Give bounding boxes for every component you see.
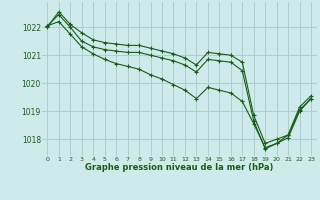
X-axis label: Graphe pression niveau de la mer (hPa): Graphe pression niveau de la mer (hPa)	[85, 163, 273, 172]
